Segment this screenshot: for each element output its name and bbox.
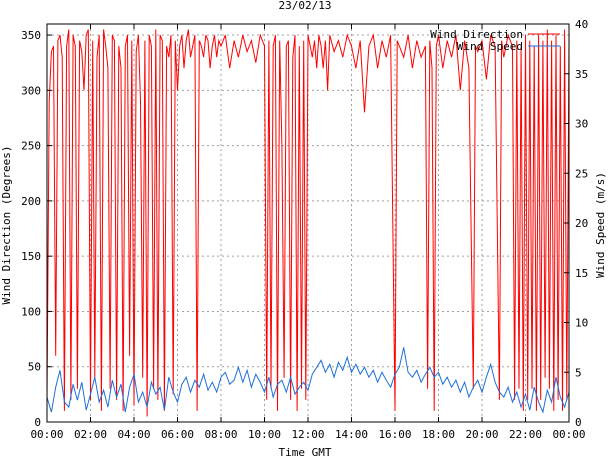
y-right-tick-label: 25 [575, 167, 588, 180]
y-left-tick-label: 300 [21, 84, 41, 97]
y-left-tick-label: 50 [28, 361, 41, 374]
series-layer [46, 29, 570, 417]
x-tick-label: 00:00 [552, 428, 585, 441]
x-tick-label: 02:00 [74, 428, 107, 441]
y-left-tick-label: 200 [21, 195, 41, 208]
y-right-tick-label: 40 [575, 18, 588, 31]
right-axis-label: Wind Speed (m/s) [594, 172, 607, 278]
y-left-tick-label: 250 [21, 140, 41, 153]
x-tick-label: 12:00 [291, 428, 324, 441]
x-tick-label: 16:00 [378, 428, 411, 441]
grid-lines [47, 24, 569, 422]
y-right-tick-label: 5 [575, 366, 582, 379]
x-axis-label: Time GMT [279, 446, 332, 459]
legend-label-wind-direction: Wind Direction [430, 28, 523, 41]
x-tick-label: 10:00 [248, 428, 281, 441]
y-left-tick-label: 0 [34, 416, 41, 429]
y-right-tick-label: 30 [575, 118, 588, 131]
y-right-tick-label: 10 [575, 317, 588, 330]
left-axis-label: Wind Direction (Degrees) [0, 146, 13, 305]
y-right-tick-label: 15 [575, 267, 588, 280]
y-right-tick-label: 0 [575, 416, 582, 429]
x-tick-label: 20:00 [465, 428, 498, 441]
y-left-tick-label: 150 [21, 250, 41, 263]
axis-ticks: 00:00 02:00 04:00 06:00 08:00 10:00 12:00 14:00… [21, 18, 588, 441]
x-tick-label: 14:00 [335, 428, 368, 441]
chart-title: 23/02/13 [279, 0, 332, 12]
y-right-tick-label: 35 [575, 68, 588, 81]
x-tick-label: 18:00 [422, 428, 455, 441]
x-tick-label: 06:00 [161, 428, 194, 441]
y-left-tick-label: 350 [21, 29, 41, 42]
y-right-tick-label: 20 [575, 217, 588, 230]
series-line-wind-speed [46, 347, 570, 414]
legend-label-wind-speed: Wind Speed [457, 40, 523, 53]
x-tick-label: 00:00 [30, 428, 63, 441]
y-left-tick-label: 100 [21, 305, 41, 318]
x-tick-label: 22:00 [509, 428, 542, 441]
x-tick-label: 04:00 [117, 428, 150, 441]
legend: Wind Direction Wind Speed [430, 28, 560, 53]
series-line-wind-direction [46, 29, 570, 417]
x-tick-label: 08:00 [204, 428, 237, 441]
